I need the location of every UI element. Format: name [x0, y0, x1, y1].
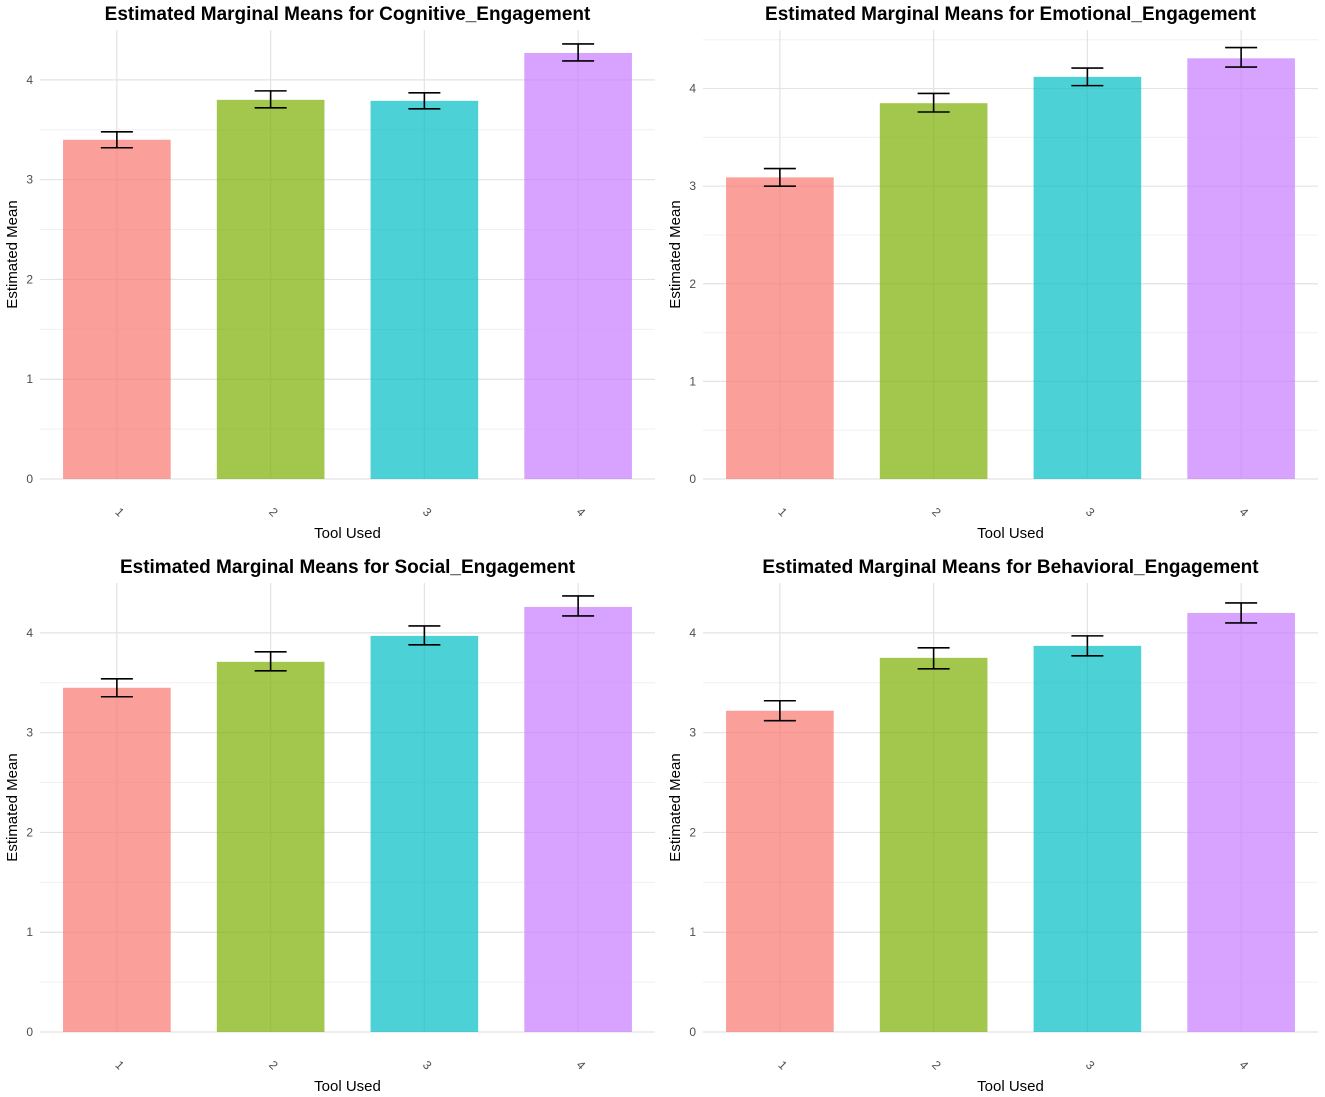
y-tick-label: 2 — [26, 272, 33, 286]
error-bar-tool-1 — [763, 167, 796, 187]
y-tick-label: 2 — [689, 277, 696, 291]
y-tick-label: 1 — [689, 374, 696, 388]
y-tick-label: 4 — [689, 626, 696, 640]
error-bar-tool-1 — [100, 130, 133, 149]
error-bar-tool-1 — [100, 677, 133, 698]
error-bar-tool-3 — [1071, 635, 1104, 657]
x-tick-label: 1 — [775, 1058, 790, 1073]
error-bar-tool-2 — [917, 92, 950, 113]
y-axis-title: Estimated Mean — [4, 753, 21, 861]
x-tick-label: 4 — [1237, 505, 1252, 520]
x-tick-label: 3 — [1083, 505, 1098, 520]
bar-tool-4 — [1187, 612, 1295, 1032]
bar-tool-4 — [524, 606, 632, 1032]
chart-title: Estimated Marginal Means for Cognitive_E… — [105, 4, 591, 25]
y-axis-title: Estimated Mean — [667, 753, 684, 861]
chart-title: Estimated Marginal Means for Social_Enga… — [120, 557, 576, 578]
y-tick-label: 0 — [689, 472, 696, 486]
y-tick-label: 1 — [26, 372, 33, 386]
error-bar-tool-4 — [1225, 46, 1258, 68]
x-tick-label: 3 — [420, 505, 435, 520]
y-tick-label: 4 — [26, 626, 33, 640]
bar-tool-4 — [524, 52, 632, 480]
chart-panel-2: 0 1 2 3 4 1 2 3 4 Estimated Marginal Means for Em… — [667, 4, 1318, 542]
x-tick-label: 4 — [574, 1058, 589, 1073]
bar-tool-2 — [216, 661, 325, 1032]
y-tick-label: 0 — [26, 1025, 33, 1039]
y-tick-label: 4 — [689, 82, 696, 96]
error-bar-tool-4 — [562, 595, 595, 617]
y-tick-label: 4 — [26, 73, 33, 87]
x-tick-label: 2 — [266, 1058, 281, 1073]
bar-tool-3 — [1033, 76, 1142, 479]
bar-tool-1 — [63, 687, 171, 1032]
y-tick-label: 0 — [26, 472, 33, 486]
y-tick-label: 3 — [26, 173, 33, 187]
x-tick-label: 3 — [1083, 1058, 1098, 1073]
y-tick-label: 3 — [689, 179, 696, 193]
x-axis-title: Tool Used — [977, 1078, 1044, 1095]
y-tick-label: 2 — [26, 825, 33, 839]
chart-panel-3: 0 1 2 3 4 1 2 3 4 Estimated Marginal Means for So… — [4, 557, 655, 1095]
y-tick-label: 1 — [689, 925, 696, 939]
bar-tool-2 — [879, 657, 988, 1032]
x-tick-label: 2 — [929, 505, 944, 520]
y-tick-label: 3 — [689, 726, 696, 740]
bar-tool-4 — [1187, 58, 1295, 480]
error-bar-tool-2 — [917, 647, 950, 670]
x-tick-label: 3 — [420, 1058, 435, 1073]
x-axis-title: Tool Used — [314, 525, 381, 542]
bar-tool-3 — [370, 100, 479, 479]
bar-tool-2 — [216, 99, 325, 479]
x-tick-label: 1 — [775, 505, 790, 520]
error-bar-tool-4 — [1225, 602, 1258, 624]
error-bar-tool-3 — [408, 92, 441, 110]
chart-panel-4: 0 1 2 3 4 1 2 3 4 Estimated Marginal Means for Be… — [667, 557, 1318, 1095]
y-axis-title: Estimated Mean — [4, 200, 21, 308]
error-bar-tool-1 — [763, 699, 796, 722]
bar-tool-1 — [63, 139, 171, 479]
chart-title: Estimated Marginal Means for Emotional_E… — [765, 4, 1257, 25]
error-bar-tool-2 — [254, 90, 287, 109]
y-tick-label: 1 — [26, 925, 33, 939]
error-bar-tool-3 — [1071, 67, 1104, 87]
x-tick-label: 2 — [266, 505, 281, 520]
x-tick-label: 1 — [112, 1058, 127, 1073]
y-tick-label: 0 — [689, 1025, 696, 1039]
chart-panel-1: 0 1 2 3 4 1 2 3 4 Estimated Marginal Means for Co… — [4, 4, 655, 542]
chart-title: Estimated Marginal Means for Behavioral_… — [762, 557, 1259, 578]
x-tick-label: 4 — [574, 505, 589, 520]
x-axis-title: Tool Used — [977, 525, 1044, 542]
y-tick-label: 3 — [26, 726, 33, 740]
bar-tool-3 — [1033, 645, 1142, 1032]
error-bar-tool-4 — [562, 43, 595, 62]
error-bar-tool-3 — [408, 625, 441, 646]
bar-tool-3 — [370, 635, 479, 1032]
bar-tool-1 — [726, 177, 834, 479]
y-axis-title: Estimated Mean — [667, 200, 684, 308]
error-bar-tool-2 — [254, 651, 287, 672]
bar-tool-2 — [879, 103, 988, 480]
x-tick-label: 2 — [929, 1058, 944, 1073]
y-tick-label: 2 — [689, 825, 696, 839]
x-axis-title: Tool Used — [314, 1078, 381, 1095]
x-tick-label: 4 — [1237, 1058, 1252, 1073]
bar-tool-1 — [726, 710, 834, 1032]
x-tick-label: 1 — [112, 505, 127, 520]
